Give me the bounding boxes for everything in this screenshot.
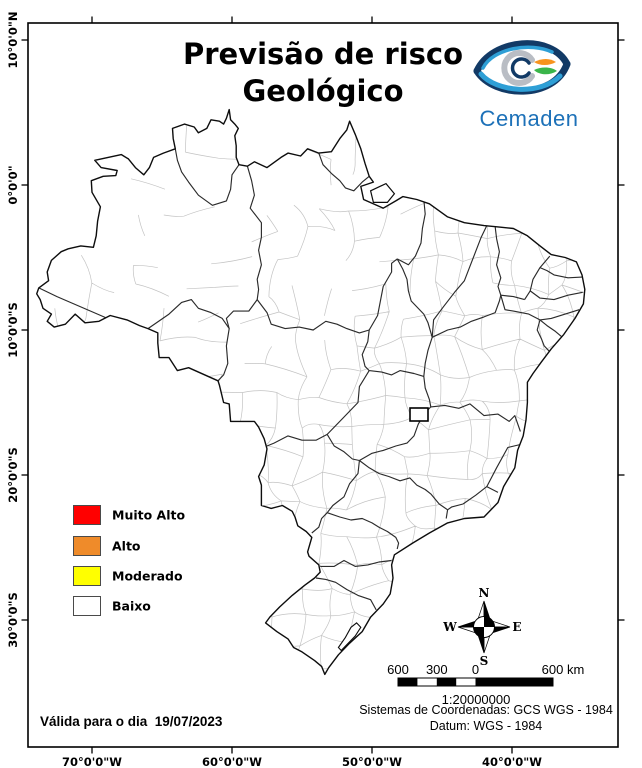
lat-tick-label: 0°0'0"	[6, 165, 20, 205]
legend-label: Moderado	[112, 568, 183, 584]
compass-west-label: W	[443, 620, 457, 634]
compass-south-label: S	[479, 654, 489, 668]
lon-tick-label: 40°0'0"W	[482, 755, 542, 768]
map-frame-and-ticks	[21, 16, 625, 754]
scalebar-tick-label: 300	[425, 662, 448, 677]
legend-swatch-alto	[73, 536, 101, 556]
legend-label: Alto	[112, 538, 141, 554]
legend-swatch-baixo	[73, 596, 101, 616]
validity-date: Válida para o dia 19/07/2023	[40, 714, 223, 729]
state-borders	[38, 148, 583, 611]
lon-tick-label: 50°0'0"W	[342, 755, 402, 768]
legend-label: Muito Alto	[112, 507, 186, 523]
lon-tick-label: 70°0'0"W	[62, 755, 122, 768]
coordinate-system-text: Sistemas de Coordenadas: GCS WGS - 1984	[359, 703, 613, 717]
legend-label: Baixo	[112, 598, 151, 614]
compass-north-label: N	[478, 586, 490, 600]
legend-swatch-muito-alto	[73, 505, 101, 525]
datum-text: Datum: WGS - 1984	[429, 719, 543, 733]
lon-tick-label: 60°0'0"W	[202, 755, 262, 768]
page-title: Previsão de risco Geológico	[183, 36, 463, 110]
page-title-line1: Previsão de risco	[182, 37, 464, 71]
islands-and-lagoons	[337, 182, 396, 652]
compass-east-label: E	[512, 620, 522, 634]
compass-rose-icon	[457, 600, 511, 654]
scalebar-tick-label: 0	[471, 662, 480, 677]
legend-swatch-moderado	[73, 566, 101, 586]
page-title-line2: Geológico	[242, 74, 404, 108]
country-outline	[36, 108, 586, 676]
lat-tick-label: 10°0'0"S	[6, 302, 20, 358]
lat-tick-label: 10°0'0"N	[6, 11, 20, 69]
scalebar-end-label: 600 km	[541, 662, 585, 677]
lat-tick-label: 30°0'0"S	[6, 592, 20, 648]
country-fill	[36, 109, 585, 675]
distrito-federal-rect	[409, 407, 429, 422]
logo-wordmark: Cemaden	[479, 106, 579, 131]
cemaden-eye-logo-icon	[473, 40, 571, 95]
scale-ratio: 1:20000000	[441, 692, 511, 707]
scale-bar	[397, 677, 554, 687]
scalebar-tick-label: 600	[387, 662, 409, 677]
lat-tick-label: 20°0'0"S	[6, 447, 20, 503]
